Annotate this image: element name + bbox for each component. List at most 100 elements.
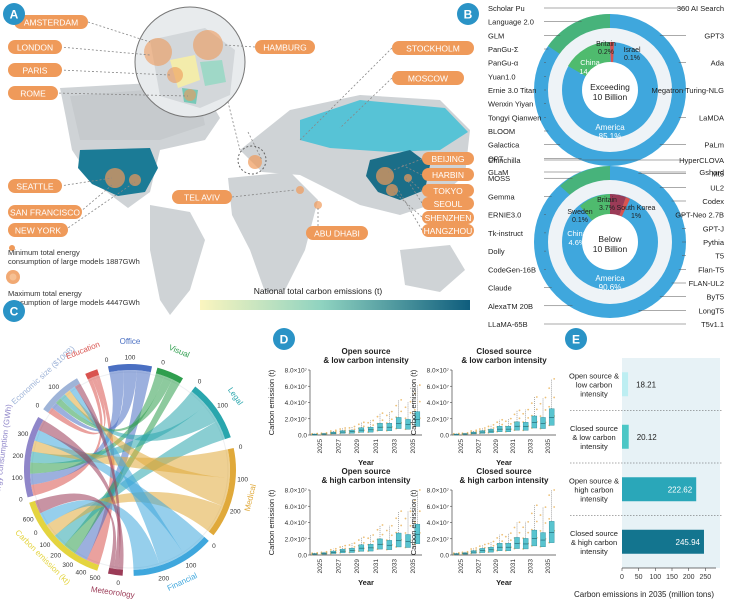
bubble-china-south (386, 184, 398, 196)
boxplot-xtick: 2025 (458, 559, 465, 574)
donut-model-label: T5v1.1 (701, 320, 724, 329)
boxplot-xtick: 2033 (392, 439, 399, 454)
chord-group-label: Energy consumption (GWh) (0, 403, 14, 502)
chord-tick-label: 200 (13, 453, 24, 460)
chord-arc-2 (85, 369, 100, 380)
chord-ribbon (54, 421, 226, 546)
boxplot-box (540, 532, 546, 547)
boxplot-xtick: 2035 (410, 439, 417, 454)
chord-tick-label: 100 (48, 384, 59, 391)
boxplot-box (414, 411, 421, 427)
city-text-hamburg: HAMBURG (263, 43, 306, 53)
boxplot-title-1: Open source (342, 347, 391, 356)
boxplot-xtick: 2029 (493, 559, 500, 574)
city-text-london: LONDON (17, 43, 53, 53)
boxplot-point (418, 400, 421, 403)
boxplot-xtick: 2027 (336, 439, 343, 454)
donut-model-label: MOSS (488, 174, 510, 183)
colorbar-label: National total carbon emissions (t) (254, 286, 383, 296)
boxplot-point (539, 402, 542, 405)
boxplot-point (530, 402, 533, 405)
boxplot-point (466, 550, 469, 553)
donut-bottom-china-name: China (567, 229, 587, 238)
boxplot-ytick: 4.0×10⁷ (285, 520, 308, 527)
city-label-harbin (422, 168, 474, 181)
boxplot-point (535, 396, 538, 398)
donut-bottom-china-value: 4.6% (568, 238, 585, 247)
chord-tick-label: 500 (90, 575, 101, 582)
boxplot-ylabel: Carbon emission (t) (409, 369, 418, 435)
chord-arc-5 (191, 386, 231, 440)
boxplot-point (553, 506, 556, 508)
donut-model-label: Language 2.0 (488, 18, 534, 27)
donut-model-label: Mt5 (711, 170, 724, 179)
chord-tick-label: 100 (125, 355, 136, 362)
boxplot-point (334, 429, 337, 432)
city-text-abu-dhabi: ABU DHABI (314, 229, 360, 239)
boxplot-point (376, 415, 379, 418)
zoom-source-circle (237, 145, 267, 175)
boxplot-point (527, 417, 530, 419)
city-text-beijing: BEIJING (431, 154, 464, 164)
boxplot-point (470, 430, 473, 432)
boxplot-ytick: 4.0×10⁷ (285, 400, 308, 407)
boxplot-ytick: 0.0 (298, 553, 307, 560)
boxplot-ylabel: Carbon emission (t) (267, 369, 276, 435)
chord-ribbon (64, 390, 230, 507)
donut-model-label: LaMDA (699, 113, 724, 122)
boxplot-point (390, 524, 393, 527)
donut-model-label: GPT3 (704, 31, 724, 40)
boxplot-point (527, 408, 530, 411)
boxplot-point (353, 428, 356, 431)
chord-tick-label: 100 (39, 542, 50, 549)
boxplot-point (353, 425, 356, 428)
bar-1 (622, 424, 629, 449)
boxplot-ytick: 2.0×10⁷ (285, 416, 308, 423)
city-label-hamburg (255, 40, 315, 54)
chord-arc-7 (133, 536, 209, 576)
city-label-london (8, 40, 62, 54)
boxplot-xtick: 2033 (392, 559, 399, 574)
boxplot-point (478, 545, 481, 547)
bubble-europe (248, 155, 262, 169)
boxplot-point (466, 431, 469, 434)
city-text-shenzhen: SHENZHEN (425, 213, 472, 223)
boxplot-point (329, 548, 332, 551)
boxplot-point (334, 547, 337, 550)
boxplot-xtick: 2025 (458, 439, 465, 454)
svg-text:C: C (10, 305, 19, 319)
boxplot-point (395, 517, 398, 520)
city-text-hangzhou: HANGZHOU (424, 226, 473, 236)
city-text-seattle: SEATTLE (16, 182, 53, 192)
chord-tick-label: 0 (198, 378, 202, 385)
boxplot-xtick: 2031 (373, 439, 380, 454)
chord-tick-label: 0 (212, 543, 216, 550)
boxplot-point (404, 517, 407, 520)
donut-bottom-britain-name: Britain (597, 197, 617, 204)
donut-model-label: Megatron Turing-NLG (651, 86, 724, 95)
boxplot-point (501, 540, 504, 543)
city-text-new-york: NEW YORK (15, 226, 61, 236)
boxplot-point (372, 424, 375, 427)
donut-bottom-center-1: Below (598, 234, 622, 244)
chord-ribbon (38, 420, 124, 570)
boxplot-ytick: 6.0×10⁷ (285, 504, 308, 511)
boxplot-point (509, 532, 512, 535)
chord-arc-3 (107, 364, 153, 373)
panel-badge-e (565, 328, 587, 350)
boxplot-point (404, 406, 407, 409)
boxplot-point (518, 531, 521, 534)
boxplot-point (372, 540, 375, 543)
boxplot-point (400, 524, 403, 527)
boxplot-point (418, 510, 421, 513)
boxplot-panel-0: Open source& low carbon intensity 0.0 2.0×… (267, 347, 422, 467)
donut-model-label: Wenxin Yiyan (488, 100, 533, 109)
donut-model-label: BLOOM (488, 127, 515, 136)
boxplot-point (475, 429, 478, 432)
boxplot-point (553, 489, 556, 491)
boxplot-point (385, 529, 388, 532)
donut-bottom-sweden-value: 0.1% (572, 217, 588, 224)
donut-model-label: LongT5 (699, 306, 724, 315)
boxplot-title-2: & high carbon intensity (460, 476, 549, 485)
boxplot-ytick: 6.0×10⁷ (285, 384, 308, 391)
